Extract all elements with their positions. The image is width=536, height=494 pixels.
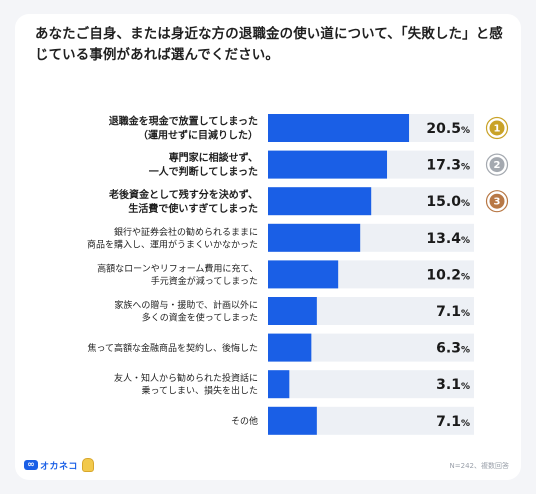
value-label: 15.0% <box>426 194 470 210</box>
category-label: 家族への贈与・援助で、計画以外に <box>114 299 258 311</box>
rank-label: 2 <box>494 160 501 171</box>
category-label: 商品を購入し、運用がうまくいかなかった <box>87 238 258 250</box>
rank-label: 1 <box>494 124 501 135</box>
bar <box>268 406 317 435</box>
sample-note: N=242、複数回答 <box>449 462 509 470</box>
bar <box>268 260 339 289</box>
medal-laurel-icon <box>485 190 509 213</box>
value-label: 7.1% <box>436 304 470 320</box>
category-label: 手元資金が減ってしまった <box>151 275 258 287</box>
chart-title: あなたご自身、または身近な方の退職金の使い道について、「失敗した」と感じている事… <box>35 27 503 63</box>
category-label: 多くの資金を使ってしまった <box>142 311 258 323</box>
value-label: 10.2% <box>426 267 470 283</box>
category-label: 焦って高額な金融商品を契約し、後悔した <box>87 342 258 354</box>
bar <box>268 223 361 252</box>
bar <box>268 370 290 399</box>
value-label: 3.1% <box>436 377 470 393</box>
category-label: その他 <box>231 415 258 427</box>
category-label: 銀行や証券会社の勧められるままに <box>114 226 258 238</box>
medal-icon <box>489 120 505 136</box>
category-label: 生活費で使いすぎてしまった <box>128 202 258 215</box>
category-label: （運用せずに目減りした） <box>138 129 258 142</box>
bar-track <box>268 370 474 399</box>
mascot-icon <box>81 458 94 472</box>
category-label: 専門家に相談せず、 <box>169 151 258 164</box>
bar <box>268 297 317 325</box>
category-label: 友人・知人から勧められた投資話に <box>114 372 258 384</box>
category-label: 退職金を現金で放置してしまった <box>109 115 258 128</box>
bar <box>268 187 372 216</box>
bar <box>268 114 410 142</box>
okaneco-logo: ∞ オカネコ <box>24 458 94 472</box>
value-label: 6.3% <box>436 341 470 357</box>
value-label: 13.4% <box>426 231 470 247</box>
value-label: 20.5% <box>426 121 470 137</box>
medal-icon <box>489 193 505 209</box>
infinity-icon: ∞ <box>24 460 38 470</box>
medal-laurel-icon <box>485 153 509 176</box>
category-label: 乗ってしまい、損失を出した <box>141 385 258 397</box>
category-label: 一人で判断してしまった <box>149 165 258 178</box>
value-label: 17.3% <box>426 158 470 174</box>
medal-icon <box>489 157 505 173</box>
logo-text: オカネコ <box>40 461 78 472</box>
category-label: 高額なローンやリフォーム費用に充て、 <box>97 262 258 274</box>
medal-laurel-icon <box>485 116 509 140</box>
rank-label: 3 <box>494 197 501 208</box>
value-label: 7.1% <box>436 414 470 430</box>
bar <box>268 333 312 362</box>
category-label: 老後資金として残す分を決めず、 <box>108 188 258 201</box>
bar <box>268 150 388 179</box>
